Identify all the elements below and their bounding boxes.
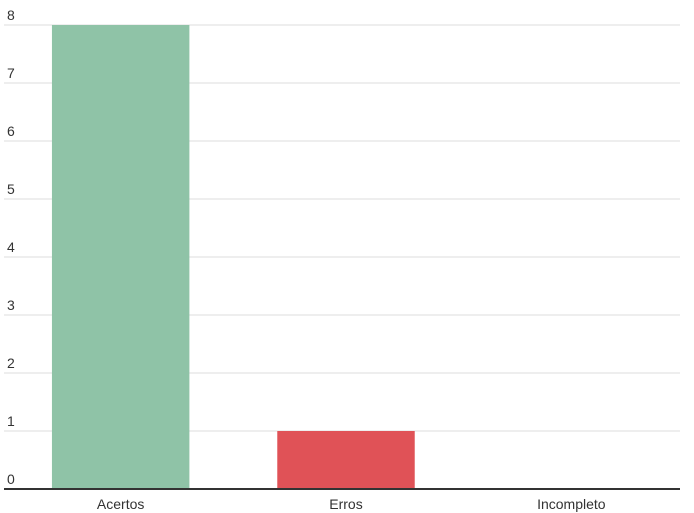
x-category-label-erros: Erros (329, 496, 362, 512)
y-tick-label-8: 8 (7, 7, 15, 23)
y-tick-label-3: 3 (7, 297, 15, 313)
bar-erros[interactable] (277, 431, 415, 489)
y-tick-label-5: 5 (7, 181, 15, 197)
x-category-label-acertos: Acertos (97, 496, 144, 512)
y-tick-label-7: 7 (7, 65, 15, 81)
y-tick-label-0: 0 (7, 471, 15, 487)
y-tick-label-6: 6 (7, 123, 15, 139)
x-axis-labels: Acertos Erros Incompleto (97, 496, 606, 512)
bars (51, 25, 415, 489)
y-axis-ticks: 0 1 2 3 4 5 6 7 8 (7, 7, 15, 487)
y-tick-label-1: 1 (7, 413, 15, 429)
y-tick-label-4: 4 (7, 239, 15, 255)
y-tick-label-2: 2 (7, 355, 15, 371)
x-category-label-incompleto: Incompleto (537, 496, 606, 512)
bar-acertos[interactable] (51, 25, 190, 489)
